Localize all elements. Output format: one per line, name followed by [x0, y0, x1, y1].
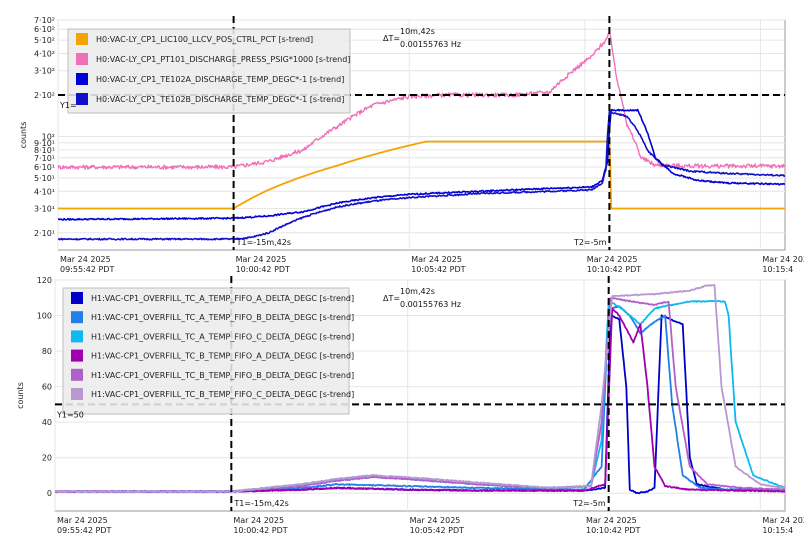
y-tick-label: 120 — [37, 276, 52, 285]
x-tick-time-label: 10:05:42 PDT — [411, 265, 465, 274]
legend-entry-label: H0:VAC-LY_CP1_LIC100_LLCV_POS_CTRL_PCT [… — [96, 35, 313, 44]
legend-entry-label: H0:VAC-LY_CP1_TE102B_DISCHARGE_TEMP_DEGC… — [96, 95, 344, 104]
series-line-1 — [58, 140, 785, 210]
x-tick-time-label: 10:15:4 — [762, 526, 793, 535]
y1-cursor-label: Y1= — [59, 101, 77, 110]
x-tick-time-label: 10:00:42 PDT — [236, 265, 290, 274]
legend-entry-label: H1:VAC-CP1_OVERFILL_TC_A_TEMP_FIFO_C_DEL… — [91, 332, 354, 341]
y-tick-label: 4·10² — [34, 49, 55, 58]
x-tick-date-label: Mar 24 2025 — [762, 516, 804, 525]
y-tick-label: 9·10¹ — [34, 139, 55, 148]
legend-entry-label: H1:VAC-CP1_OVERFILL_TC_B_TEMP_FIFO_C_DEL… — [91, 390, 354, 399]
legend-entry-label: H1:VAC-CP1_OVERFILL_TC_A_TEMP_FIFO_A_DEL… — [91, 294, 354, 303]
legend-entry-label: H1:VAC-CP1_OVERFILL_TC_B_TEMP_FIFO_A_DEL… — [91, 352, 354, 361]
legend-entry-label: H0:VAC-LY_CP1_PT101_DISCHARGE_PRESS_PSIG… — [96, 55, 350, 64]
y-tick-label: 80 — [42, 347, 52, 356]
delta-frequency-value: 0.00155763 Hz — [400, 40, 461, 49]
x-tick-date-label: Mar 24 2025 — [236, 255, 287, 264]
legend-entry-label: H1:VAC-CP1_OVERFILL_TC_B_TEMP_FIFO_B_DEL… — [91, 371, 354, 380]
y-axis-label: counts — [16, 382, 25, 409]
y-tick-label: 5·10² — [34, 36, 55, 45]
legend-swatch — [71, 349, 83, 362]
y-tick-label: 3·10² — [34, 67, 55, 76]
x-tick-date-label: Mar 24 2025 — [762, 255, 804, 264]
y-tick-label: 7·10¹ — [34, 154, 55, 163]
y-tick-label: 4·10¹ — [34, 187, 55, 196]
y-tick-label: 20 — [42, 454, 52, 463]
delta-t-label: ΔT= — [383, 294, 400, 303]
legend-entry-label: H1:VAC-CP1_OVERFILL_TC_A_TEMP_FIFO_B_DEL… — [91, 313, 354, 322]
legend-box — [67, 28, 351, 114]
delta-t-label: ΔT= — [383, 34, 400, 43]
x-tick-date-label: Mar 24 2025 — [587, 255, 638, 264]
t2-label: T2=-5m — [572, 499, 606, 508]
x-tick-date-label: Mar 24 2025 — [410, 516, 461, 525]
delta-t-value: 10m,42s — [400, 287, 435, 296]
x-tick-date-label: Mar 24 2025 — [586, 516, 637, 525]
legend-swatch — [71, 311, 83, 324]
x-tick-time-label: 10:15:4 — [762, 265, 793, 274]
y-tick-label: 100 — [37, 312, 52, 321]
legend-swatch — [71, 368, 83, 381]
y-tick-label: 2·10¹ — [34, 229, 55, 238]
y1-cursor-label: Y1=50 — [56, 410, 84, 419]
x-tick-time-label: 10:05:42 PDT — [410, 526, 464, 535]
legend-swatch — [76, 93, 88, 105]
y-tick-label: 3·10¹ — [34, 205, 55, 214]
t2-label: T2=-5m — [573, 238, 607, 247]
legend-box — [62, 287, 350, 415]
y-tick-label: 40 — [42, 418, 52, 427]
y-tick-label: 6·10² — [34, 25, 55, 34]
y-tick-label: 5·10¹ — [34, 174, 55, 183]
t1-label: T1=-15m,42s — [236, 238, 291, 247]
legend-swatch — [71, 330, 83, 343]
y-tick-label: 0 — [47, 489, 52, 498]
x-tick-time-label: 10:10:42 PDT — [586, 526, 640, 535]
series-line-6 — [55, 284, 785, 493]
x-tick-date-label: Mar 24 2025 — [411, 255, 462, 264]
x-tick-time-label: 09:55:42 PDT — [60, 265, 114, 274]
x-tick-date-label: Mar 24 2025 — [233, 516, 284, 525]
x-tick-time-label: 09:55:42 PDT — [57, 526, 111, 535]
legend-swatch — [76, 73, 88, 85]
x-tick-date-label: Mar 24 2025 — [57, 516, 108, 525]
legend-swatch — [71, 292, 83, 304]
y-tick-label: 8·10¹ — [34, 146, 55, 155]
x-tick-date-label: Mar 24 2025 — [60, 255, 111, 264]
legend-entry-label: H0:VAC-LY_CP1_TE102A_DISCHARGE_TEMP_DEGC… — [96, 75, 344, 84]
delta-t-value: 10m,42s — [400, 27, 435, 36]
x-tick-time-label: 10:00:42 PDT — [233, 526, 287, 535]
y-tick-label: 7·10² — [34, 16, 55, 25]
y-tick-label: 6·10¹ — [34, 163, 55, 172]
delta-frequency-value: 0.00155763 Hz — [400, 300, 461, 309]
legend-swatch — [76, 33, 88, 45]
legend-swatch — [76, 53, 88, 65]
y-tick-label: 60 — [42, 383, 52, 392]
t1-label: T1=-15m,42s — [233, 499, 288, 508]
y-axis-label: counts — [19, 122, 28, 149]
y-tick-label: 2·10² — [34, 91, 55, 100]
legend-swatch — [71, 388, 83, 400]
y-tick-label: 10² — [42, 132, 55, 141]
x-tick-time-label: 10:10:42 PDT — [587, 265, 641, 274]
series-line-4 — [58, 110, 785, 241]
